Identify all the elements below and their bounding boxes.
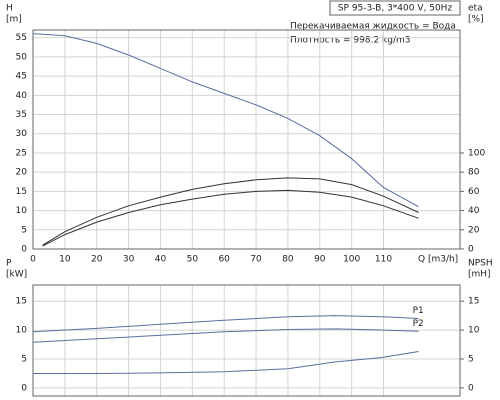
y-axis-label: P [6, 259, 12, 269]
y2-axis-label: [%] [468, 15, 484, 25]
y-axis-label: [m] [6, 15, 22, 25]
curve [32, 33, 419, 208]
y2-axis-label: NPSH [468, 259, 493, 269]
y-tick-label: 25 [16, 148, 27, 158]
curve [42, 189, 419, 247]
x-tick-label: 0 [30, 255, 36, 265]
y-tick-label: 50 [16, 52, 28, 62]
y-tick-label: 15 [16, 187, 27, 197]
curve [32, 328, 419, 343]
y-axis-label: [kW] [6, 270, 27, 280]
curve [32, 315, 419, 333]
y2-tick-label: 10 [468, 326, 480, 336]
annotation: Плотность = 998.2 kg/m3 [290, 36, 411, 46]
y2-tick-label: 5 [468, 355, 474, 365]
y2-tick-label: 100 [468, 148, 485, 158]
y2-tick-label: 20 [468, 225, 480, 235]
x-tick-label: 30 [123, 255, 135, 265]
x-tick-label: 70 [250, 255, 262, 265]
series-label: P1 [413, 306, 424, 316]
y-tick-label: 20 [16, 168, 28, 178]
y2-tick-label: 80 [468, 168, 480, 178]
y-tick-label: 10 [16, 326, 28, 336]
x-tick-label: 10 [59, 255, 71, 265]
x-tick-label: 80 [282, 255, 294, 265]
y-tick-label: 5 [21, 355, 27, 365]
y2-tick-label: 15 [468, 297, 479, 307]
y-tick-label: 15 [16, 297, 27, 307]
x-tick-label: 60 [218, 255, 230, 265]
x-tick-label: 20 [91, 255, 103, 265]
y-tick-label: 55 [16, 33, 27, 43]
y-tick-label: 0 [21, 245, 27, 255]
plot-frame [32, 29, 461, 250]
y2-axis-label: eta [468, 4, 483, 14]
series-label: P2 [413, 319, 424, 329]
x-axis-label: Q [m3/h] [418, 255, 458, 265]
plot-frame [32, 284, 461, 397]
y2-tick-label: 40 [468, 206, 480, 216]
x-tick-label: 90 [314, 255, 326, 265]
y-tick-label: 40 [16, 91, 28, 101]
y2-tick-label: 0 [468, 383, 474, 393]
x-tick-label: 40 [155, 255, 167, 265]
y-tick-label: 45 [16, 72, 27, 82]
y-tick-label: 0 [21, 383, 27, 393]
y-tick-label: 10 [16, 206, 28, 216]
title-box [329, 0, 461, 16]
y-tick-label: 5 [21, 225, 27, 235]
y2-tick-label: 60 [468, 187, 480, 197]
curve [42, 177, 419, 246]
y-tick-label: 35 [16, 110, 27, 120]
x-tick-label: 50 [187, 255, 199, 265]
x-tick-label: 110 [375, 255, 392, 265]
annotation: Перекачиваемая жидкость = Вода [290, 22, 456, 32]
y-axis-label: H [6, 4, 13, 14]
y2-tick-label: 0 [468, 245, 474, 255]
y-tick-label: 30 [16, 129, 28, 139]
x-tick-label: 100 [343, 255, 360, 265]
y2-axis-label: [mH] [468, 270, 491, 280]
curve [33, 351, 419, 374]
chart-title: SP 95-3-B, 3*400 V, 50Hz [338, 4, 453, 14]
